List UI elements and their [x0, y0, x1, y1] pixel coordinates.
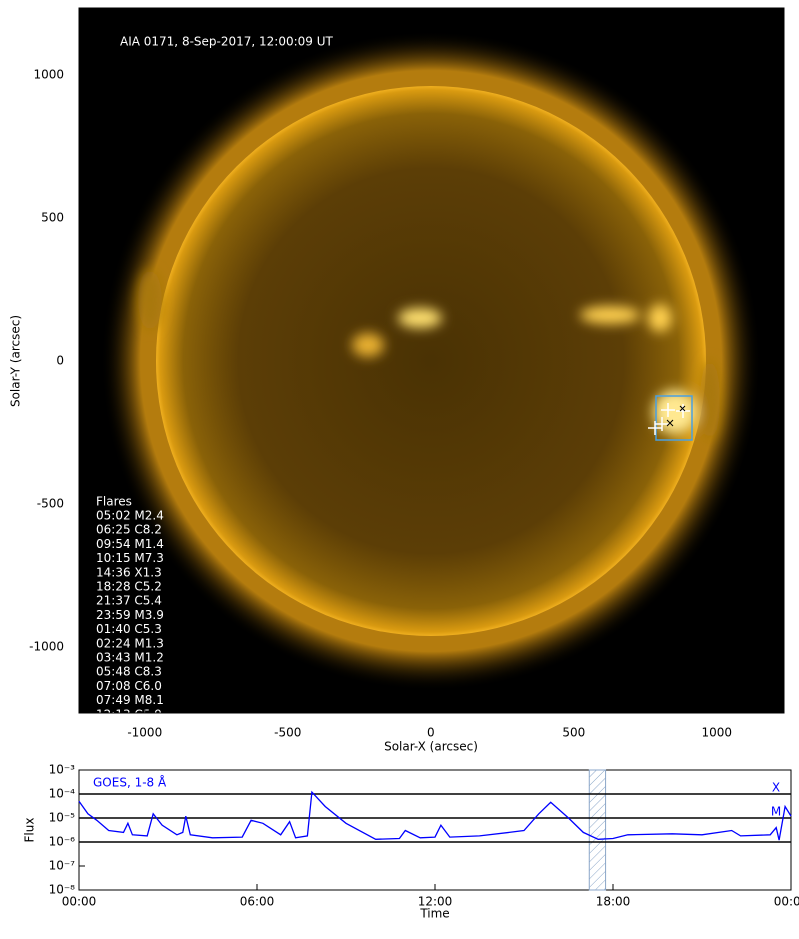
flare-entry: 10:15 M7.3 — [96, 551, 164, 565]
y-tick-label: 10⁻⁸ — [49, 883, 76, 897]
y-tick-label: -500 — [37, 496, 64, 510]
y-tick-label: 10⁻³ — [49, 763, 76, 777]
flare-entry: 07:08 C6.0 — [96, 679, 162, 693]
x-axis-label: Time — [419, 907, 449, 921]
flare-entry: 05:02 M2.4 — [96, 509, 164, 523]
y-tick-label: 10⁻⁶ — [49, 835, 76, 849]
x-tick-label: 1000 — [702, 726, 733, 740]
x-axis-label: Solar-X (arcsec) — [384, 740, 478, 754]
flare-entry: 21:37 C5.4 — [96, 594, 162, 608]
flare-entry: 03:43 M1.2 — [96, 651, 164, 665]
x-tick-label: 12:00 — [418, 895, 453, 909]
solar-disk — [156, 86, 706, 636]
class-label: X — [772, 781, 780, 795]
x-tick-label: 500 — [562, 726, 585, 740]
region-box — [655, 395, 693, 441]
y-tick-label: -1000 — [29, 639, 64, 653]
solar-image: AIA 0171, 8-Sep-2017, 12:00:09 UT Flares… — [79, 8, 784, 721]
flare-entry: 07:49 M8.1 — [96, 693, 164, 707]
flare-entry: 14:36 X1.3 — [96, 565, 162, 579]
y-tick-label: 500 — [41, 210, 64, 224]
flux-line — [78, 790, 792, 841]
x-tick-label: -1000 — [127, 726, 162, 740]
flare-entry: 06:25 C8.2 — [96, 523, 162, 537]
image-title: AIA 0171, 8-Sep-2017, 12:00:09 UT — [120, 35, 334, 49]
x-tick-label: 00:00 — [774, 895, 799, 909]
x-tick-label: -500 — [274, 726, 301, 740]
flare-entry: 02:24 M1.3 — [96, 636, 164, 650]
flare-entry: 12:13 C5.9 — [96, 707, 162, 721]
x-tick-label: 06:00 — [240, 895, 275, 909]
y-axis-label: Flux — [23, 818, 37, 843]
y-tick-label: 10⁻⁷ — [49, 859, 76, 873]
y-tick-label: 10⁻⁴ — [49, 787, 76, 801]
legend-label: GOES, 1-8 Å — [93, 775, 167, 790]
flare-entry: 23:59 M3.9 — [96, 608, 164, 622]
active-regions — [138, 270, 720, 440]
plot-frame — [78, 769, 792, 891]
flare-entry: 05:48 C8.3 — [96, 665, 162, 679]
flare-entry: 09:54 M1.4 — [96, 537, 164, 551]
class-label: M — [771, 805, 781, 819]
x-tick-label: 00:00 — [62, 895, 97, 909]
y-tick-label: 1000 — [33, 67, 64, 81]
y-tick-label: 10⁻⁵ — [49, 811, 76, 825]
flare-markers-dark — [666, 405, 686, 427]
flare-entry: 18:28 C5.2 — [96, 580, 162, 594]
y-axis-label: Solar-Y (arcsec) — [9, 315, 23, 407]
flare-entry: 01:40 C5.3 — [96, 622, 162, 636]
y-tick-label: 0 — [56, 353, 64, 367]
highlight-band — [588, 769, 607, 891]
flare-markers — [648, 403, 690, 435]
x-tick-label: 18:00 — [596, 895, 631, 909]
flares-title: Flares — [96, 495, 132, 509]
x-tick-label: 0 — [427, 726, 435, 740]
